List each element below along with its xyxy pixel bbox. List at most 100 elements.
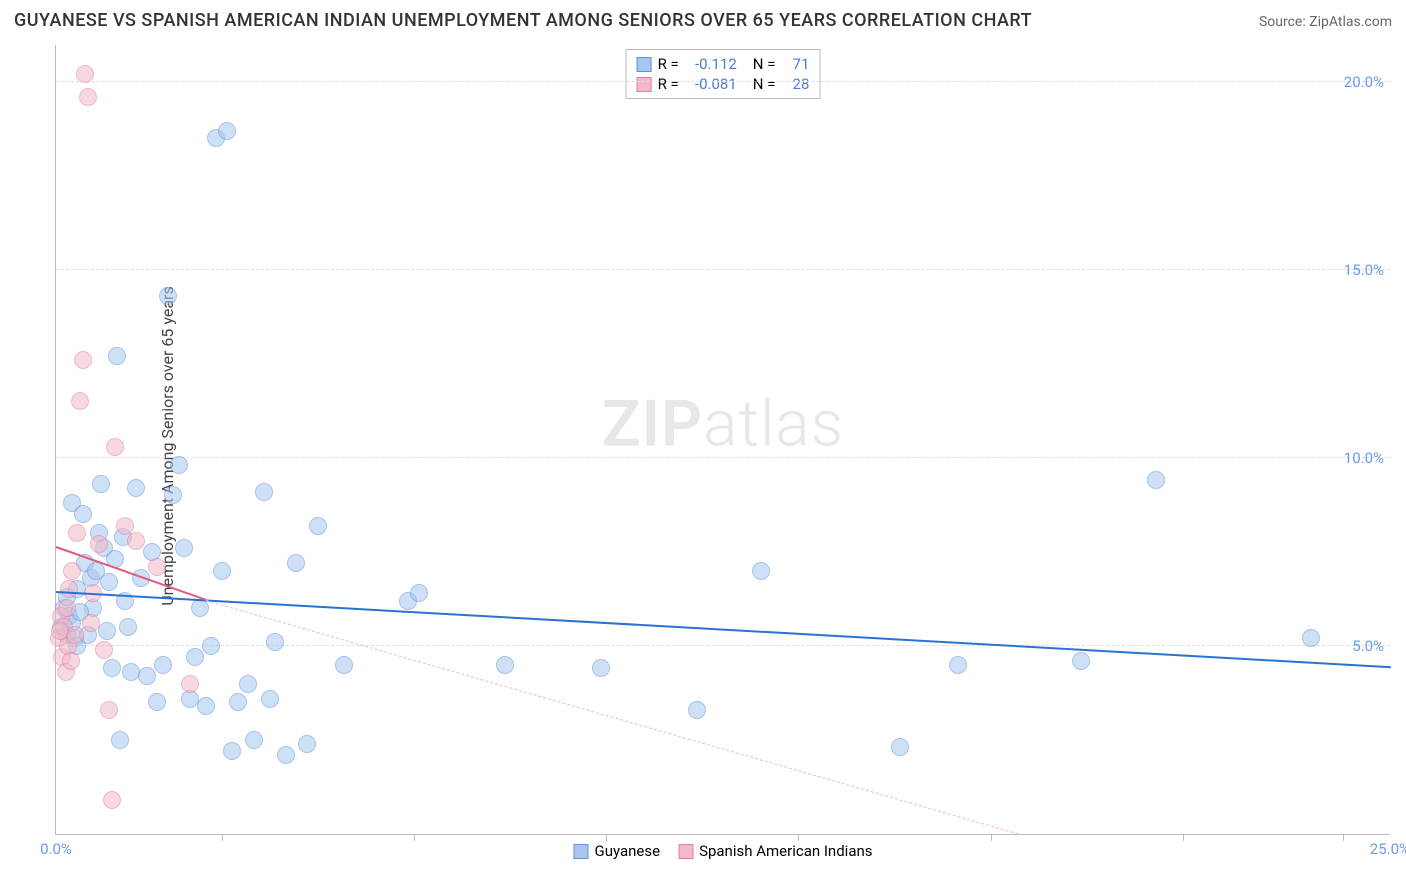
source-label: Source: ZipAtlas.com bbox=[1259, 14, 1392, 30]
data-point bbox=[103, 659, 121, 677]
data-point bbox=[159, 287, 177, 305]
data-point bbox=[98, 622, 116, 640]
data-point bbox=[191, 599, 209, 617]
data-point bbox=[100, 701, 118, 719]
data-point bbox=[127, 479, 145, 497]
legend-label: Spanish American Indians bbox=[699, 842, 872, 860]
data-point bbox=[100, 573, 118, 591]
n-label: N = bbox=[753, 55, 776, 73]
data-point bbox=[752, 562, 770, 580]
data-point bbox=[127, 532, 145, 550]
data-point bbox=[90, 535, 108, 553]
legend-series: Guyanese Spanish American Indians bbox=[573, 842, 872, 860]
r-value: -0.112 bbox=[685, 55, 737, 73]
data-point bbox=[122, 663, 140, 681]
data-point bbox=[95, 641, 113, 659]
n-value: 71 bbox=[781, 55, 809, 73]
watermark-light: atlas bbox=[703, 386, 844, 461]
data-point bbox=[76, 65, 94, 83]
data-point bbox=[891, 738, 909, 756]
data-point bbox=[688, 701, 706, 719]
gridline bbox=[56, 645, 1390, 646]
data-point bbox=[255, 483, 273, 501]
data-point bbox=[186, 648, 204, 666]
title-bar: GUYANESE VS SPANISH AMERICAN INDIAN UNEM… bbox=[14, 10, 1392, 31]
x-tickmark bbox=[1343, 834, 1344, 841]
data-point bbox=[108, 347, 126, 365]
data-point bbox=[949, 656, 967, 674]
data-point bbox=[68, 524, 86, 542]
trend-line bbox=[205, 600, 1017, 834]
y-tick-label: 5.0% bbox=[1352, 637, 1384, 655]
r-value: -0.081 bbox=[685, 75, 737, 93]
data-point bbox=[592, 659, 610, 677]
gridline bbox=[56, 81, 1390, 82]
data-point bbox=[119, 618, 137, 636]
y-tick-label: 20.0% bbox=[1344, 73, 1384, 91]
data-point bbox=[181, 675, 199, 693]
y-tick-label: 15.0% bbox=[1344, 261, 1384, 279]
data-point bbox=[410, 584, 428, 602]
data-point bbox=[239, 675, 257, 693]
data-point bbox=[82, 614, 100, 632]
data-point bbox=[138, 667, 156, 685]
gridline bbox=[56, 457, 1390, 458]
x-tick-min: 0.0% bbox=[40, 840, 72, 858]
data-point bbox=[309, 517, 327, 535]
legend-item: Guyanese bbox=[573, 842, 660, 860]
data-point bbox=[58, 599, 76, 617]
data-point bbox=[223, 742, 241, 760]
data-point bbox=[62, 652, 80, 670]
data-point bbox=[1072, 652, 1090, 670]
data-point bbox=[1302, 629, 1320, 647]
data-point bbox=[496, 656, 514, 674]
data-point bbox=[148, 558, 166, 576]
legend-swatch bbox=[573, 844, 588, 859]
gridline bbox=[56, 269, 1390, 270]
chart-title: GUYANESE VS SPANISH AMERICAN INDIAN UNEM… bbox=[14, 10, 1032, 31]
data-point bbox=[245, 731, 263, 749]
data-point bbox=[197, 697, 215, 715]
n-label: N = bbox=[753, 75, 776, 93]
watermark-bold: ZIP bbox=[602, 386, 703, 461]
data-point bbox=[60, 580, 78, 598]
data-point bbox=[92, 475, 110, 493]
data-point bbox=[266, 633, 284, 651]
watermark: ZIPatlas bbox=[602, 386, 844, 461]
data-point bbox=[229, 693, 247, 711]
data-point bbox=[106, 438, 124, 456]
legend-stat-row: R = -0.112 N = 71 bbox=[637, 54, 810, 74]
data-point bbox=[63, 562, 81, 580]
data-point bbox=[335, 656, 353, 674]
x-tickmark bbox=[1183, 834, 1184, 841]
data-point bbox=[1147, 471, 1165, 489]
data-point bbox=[261, 690, 279, 708]
data-point bbox=[213, 562, 231, 580]
data-point bbox=[148, 693, 166, 711]
x-tickmark bbox=[222, 834, 223, 841]
legend-item: Spanish American Indians bbox=[678, 842, 872, 860]
legend-swatch bbox=[637, 77, 652, 92]
data-point bbox=[218, 122, 236, 140]
data-point bbox=[154, 656, 172, 674]
data-point bbox=[71, 392, 89, 410]
r-label: R = bbox=[658, 55, 679, 73]
legend-stat-row: R =-0.081N =28 bbox=[637, 74, 810, 94]
data-point bbox=[74, 351, 92, 369]
legend-swatch bbox=[637, 57, 652, 72]
x-tick-max: 25.0% bbox=[1370, 840, 1406, 858]
data-point bbox=[74, 505, 92, 523]
data-point bbox=[79, 88, 97, 106]
y-tick-label: 10.0% bbox=[1344, 449, 1384, 467]
r-label: R = bbox=[658, 75, 679, 93]
x-tickmark bbox=[991, 834, 992, 841]
legend-swatch bbox=[678, 844, 693, 859]
trend-line bbox=[56, 591, 1391, 668]
data-point bbox=[202, 637, 220, 655]
data-point bbox=[111, 731, 129, 749]
data-point bbox=[298, 735, 316, 753]
legend-label: Guyanese bbox=[594, 842, 660, 860]
data-point bbox=[164, 486, 182, 504]
data-point bbox=[175, 539, 193, 557]
data-point bbox=[103, 791, 121, 809]
